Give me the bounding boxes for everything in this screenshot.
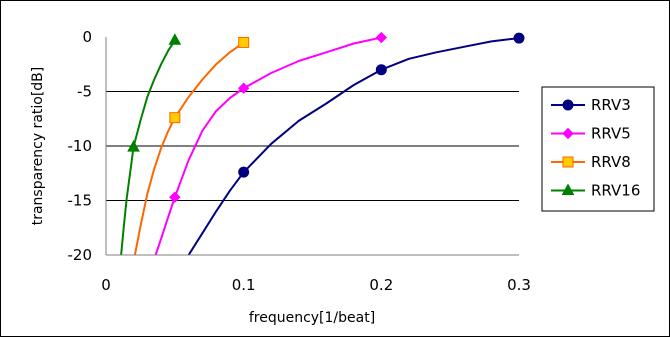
- data-point-rrv5: [375, 31, 388, 44]
- legend-label-rrv3: RRV3: [591, 96, 631, 114]
- legend-label-rrv8: RRV8: [591, 153, 631, 171]
- x-tick-label: 0.2: [369, 276, 393, 294]
- axes: [105, 37, 519, 256]
- y-tick-label: 0: [82, 28, 92, 46]
- data-point-rrv16: [127, 140, 140, 152]
- series-line-rrv3: [187, 37, 519, 255]
- x-tick-label: 0.3: [507, 276, 531, 294]
- legend-marker-rrv8: [562, 156, 574, 168]
- data-point-rrv5: [237, 82, 250, 94]
- y-tick-label: -10: [68, 137, 93, 155]
- data-point-rrv8: [169, 112, 181, 124]
- series-lines: [120, 37, 519, 255]
- tick-labels: 0 -5 -10 -15 -20 0 0.1 0.2 0.3: [68, 28, 531, 294]
- data-point-rrv3: [513, 32, 525, 44]
- data-point-rrv8: [238, 36, 250, 48]
- series-line-rrv16: [120, 39, 176, 255]
- x-tick-label: 0: [101, 276, 111, 294]
- series-line-rrv8: [133, 41, 245, 255]
- data-point-rrv16: [168, 33, 182, 45]
- y-tick-label: -15: [68, 192, 93, 210]
- legend-marker-rrv3: [562, 99, 574, 111]
- y-tick-label: -20: [68, 246, 93, 264]
- data-point-rrv5: [169, 191, 181, 203]
- y-axis-title: transparency ratio[dB]: [30, 67, 46, 226]
- legend-label-rrv5: RRV5: [591, 125, 631, 143]
- data-point-rrv3: [238, 166, 250, 178]
- series-markers: [127, 31, 525, 203]
- legend: RRV3 RRV5 RRV8 RRV16: [541, 86, 655, 212]
- data-point-rrv3: [375, 64, 387, 76]
- legend-marker-rrv5: [562, 127, 574, 140]
- legend-marker-rrv16: [561, 183, 575, 195]
- x-tick-label: 0.1: [232, 276, 256, 294]
- legend-label-rrv16: RRV16: [591, 182, 640, 200]
- y-tick-label: -5: [77, 83, 92, 101]
- x-axis-title: frequency[1/beat]: [249, 310, 375, 326]
- series-line-rrv5: [154, 37, 382, 255]
